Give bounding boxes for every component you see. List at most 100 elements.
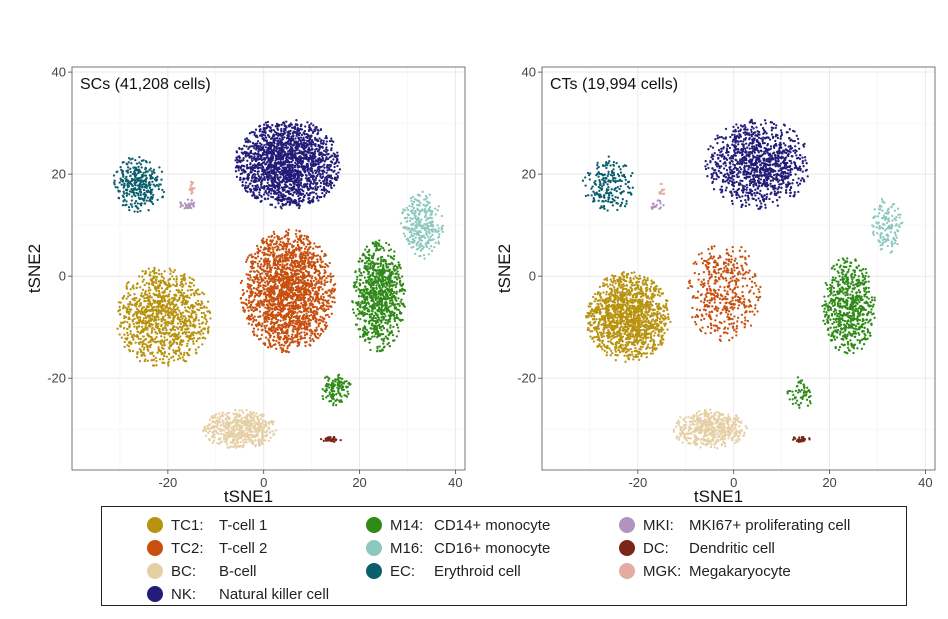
point (270, 318, 273, 321)
point (275, 242, 278, 245)
point (250, 145, 254, 148)
point (300, 296, 303, 299)
point (254, 291, 257, 295)
point (305, 153, 308, 156)
point (142, 306, 146, 309)
point (289, 183, 293, 187)
point (287, 275, 290, 279)
point (296, 261, 299, 265)
point (155, 281, 158, 285)
point (291, 131, 294, 135)
point (173, 269, 176, 272)
point (179, 320, 182, 323)
point (241, 147, 244, 150)
point (179, 335, 182, 338)
point (294, 259, 297, 262)
point (136, 330, 140, 334)
point (198, 322, 201, 326)
point (156, 315, 159, 319)
point (116, 327, 119, 330)
point (181, 299, 184, 303)
point (259, 148, 262, 151)
point (180, 278, 183, 281)
point (261, 302, 264, 305)
point (294, 288, 298, 292)
point (308, 143, 311, 146)
point (189, 285, 192, 288)
point (298, 230, 301, 233)
point (179, 290, 182, 294)
point (172, 349, 175, 352)
point (315, 335, 318, 339)
point (278, 343, 281, 347)
point (313, 254, 316, 257)
point (304, 165, 307, 169)
point (274, 270, 278, 274)
point (305, 323, 308, 326)
point (191, 277, 194, 281)
point (273, 232, 276, 236)
point (139, 330, 142, 334)
point (265, 161, 269, 164)
point (317, 173, 320, 176)
point (268, 135, 271, 139)
point (333, 177, 336, 181)
point (299, 264, 303, 267)
point (304, 157, 307, 160)
point (320, 160, 323, 163)
point (291, 194, 294, 197)
point (256, 265, 260, 268)
point (272, 243, 276, 246)
point (248, 278, 251, 281)
point (204, 315, 207, 318)
point (262, 314, 265, 317)
point (175, 277, 179, 281)
point (330, 160, 333, 163)
point (309, 279, 313, 283)
point (298, 200, 301, 203)
point (308, 293, 312, 296)
point (293, 336, 296, 339)
point (251, 159, 254, 163)
point (277, 267, 280, 271)
point (301, 337, 304, 340)
point (157, 349, 161, 352)
point (153, 272, 156, 275)
point (253, 315, 256, 318)
point (329, 296, 332, 299)
point (141, 312, 144, 315)
point (291, 147, 294, 150)
point (294, 302, 298, 305)
point (268, 146, 271, 149)
point (260, 195, 263, 198)
point (151, 302, 154, 305)
point (336, 175, 339, 178)
point (249, 170, 252, 174)
point (324, 254, 328, 257)
point (261, 251, 264, 254)
point (329, 290, 332, 294)
point (280, 129, 283, 132)
point (316, 139, 319, 142)
point (279, 313, 283, 317)
point (206, 300, 210, 303)
point (250, 157, 253, 160)
point (318, 306, 322, 310)
point (251, 263, 254, 266)
point (271, 285, 275, 288)
point (147, 341, 150, 344)
point (274, 275, 277, 278)
point (264, 281, 267, 284)
point (278, 137, 281, 140)
point (260, 257, 263, 260)
point (196, 299, 200, 303)
point (294, 232, 298, 236)
point (304, 125, 307, 128)
point (235, 175, 239, 179)
point (249, 294, 253, 298)
point (135, 286, 138, 289)
point (285, 247, 288, 251)
point (301, 185, 304, 188)
point (315, 326, 318, 329)
point (238, 159, 241, 162)
